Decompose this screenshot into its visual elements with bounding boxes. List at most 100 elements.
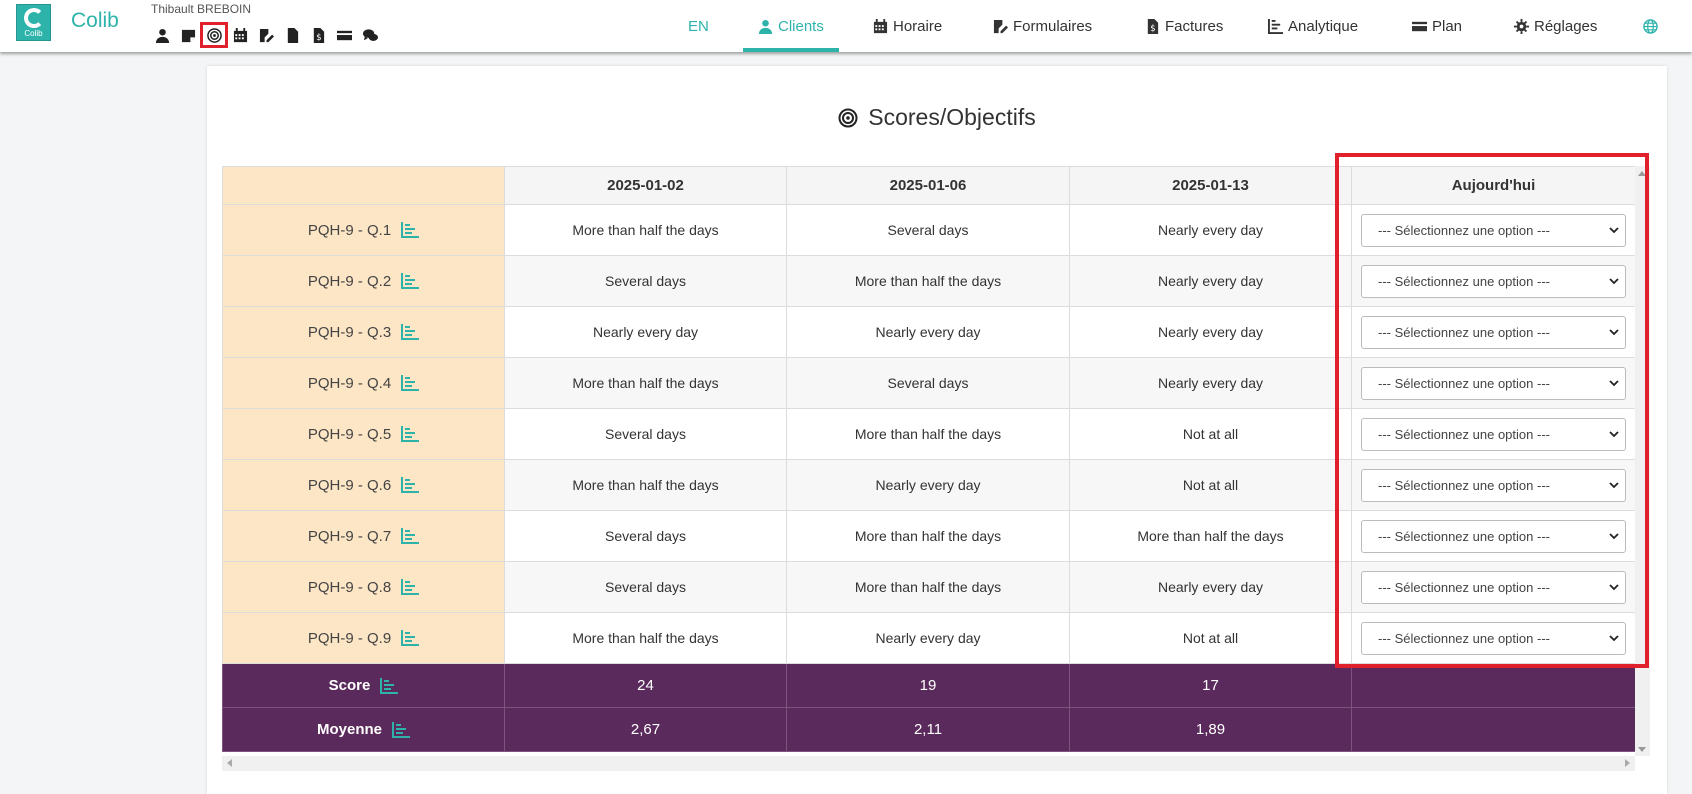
summary-row: Score 24 19 17	[222, 663, 1636, 708]
chevron-down-icon	[1609, 584, 1619, 591]
answer-select[interactable]: --- Sélectionnez une option ---	[1361, 468, 1626, 502]
column-header: 2025-01-06	[786, 166, 1070, 205]
chat-icon[interactable]	[357, 25, 383, 45]
answer-cell: Nearly every day	[1069, 561, 1352, 613]
today-cell: --- Sélectionnez une option ---	[1351, 612, 1636, 664]
chevron-down-icon	[1609, 482, 1619, 489]
nav-reglages-label: Réglages	[1534, 17, 1598, 35]
chart-icon[interactable]	[401, 579, 420, 595]
answer-select[interactable]: --- Sélectionnez une option ---	[1361, 519, 1626, 553]
target-icon	[838, 108, 858, 127]
user-name: Thibault BREBOIN	[151, 2, 252, 16]
answer-select[interactable]: --- Sélectionnez une option ---	[1361, 264, 1626, 298]
summary-value: 2,67	[504, 707, 787, 752]
today-cell: --- Sélectionnez une option ---	[1351, 357, 1636, 409]
top-bar: Colib Colib Thibault BREBOIN $ EN Client…	[0, 0, 1692, 52]
answer-select[interactable]: --- Sélectionnez une option ---	[1361, 315, 1626, 349]
column-header: 2025-01-02	[504, 166, 787, 205]
today-cell: --- Sélectionnez une option ---	[1351, 510, 1636, 562]
chevron-down-icon	[1609, 635, 1619, 642]
card-icon[interactable]	[331, 25, 357, 45]
client-icon-toolbar: $	[149, 22, 383, 48]
question-label: PQH-9 - Q.1	[307, 221, 392, 239]
invoice-icon[interactable]: $	[305, 25, 331, 45]
target-icon[interactable]	[200, 22, 228, 48]
answer-select[interactable]: --- Sélectionnez une option ---	[1361, 417, 1626, 451]
summary-label: Moyenne	[316, 721, 382, 738]
summary-label-cell: Moyenne	[222, 707, 505, 752]
question-label-cell: PQH-9 - Q.4	[222, 357, 505, 409]
answer-select[interactable]: --- Sélectionnez une option ---	[1361, 570, 1626, 604]
answer-cell: More than half the days	[504, 357, 787, 409]
summary-value	[1351, 707, 1636, 752]
calendar-icon[interactable]	[227, 25, 253, 45]
table-row: PQH-9 - Q.1 More than half the days Severa…	[222, 204, 1636, 256]
page-title-text: Scores/Objectifs	[868, 104, 1036, 130]
chart-icon[interactable]	[392, 721, 410, 738]
app-name[interactable]: Colib	[71, 9, 119, 32]
table-row: PQH-9 - Q.7 Several days More than half th…	[222, 510, 1636, 562]
nav-formulaires[interactable]: Formulaires	[993, 0, 1092, 52]
answer-cell: Nearly every day	[786, 459, 1070, 511]
form-edit-icon	[993, 19, 1008, 33]
chevron-down-icon	[1609, 278, 1619, 285]
answer-cell: Nearly every day	[1069, 204, 1352, 256]
nav-language[interactable]: EN	[688, 0, 709, 52]
answer-cell: Not at all	[1069, 459, 1352, 511]
summary-label: Score	[328, 677, 371, 694]
nav-factures[interactable]: $ Factures	[1145, 0, 1223, 52]
table-row: PQH-9 - Q.9 More than half the days Nearly…	[222, 612, 1636, 664]
answer-select[interactable]: --- Sélectionnez une option ---	[1361, 621, 1626, 655]
answer-cell: More than half the days	[786, 510, 1070, 562]
question-label-cell: PQH-9 - Q.3	[222, 306, 505, 358]
question-label-cell: PQH-9 - Q.8	[222, 561, 505, 613]
question-label: PQH-9 - Q.3	[307, 323, 392, 341]
select-placeholder: --- Sélectionnez une option ---	[1378, 630, 1550, 646]
invoice-icon: $	[1147, 18, 1159, 34]
nav-globe[interactable]	[1643, 0, 1658, 52]
answer-select[interactable]: --- Sélectionnez une option ---	[1361, 366, 1626, 400]
answer-cell: More than half the days	[504, 612, 787, 664]
vertical-scrollbar[interactable]	[1635, 166, 1650, 756]
select-placeholder: --- Sélectionnez une option ---	[1378, 477, 1550, 493]
scores-card: Scores/Objectifs 2025-01-02 2025-01-06 2…	[207, 66, 1667, 794]
svg-text:$: $	[1150, 23, 1155, 33]
table-row: PQH-9 - Q.6 More than half the days Nearly…	[222, 459, 1636, 511]
today-cell: --- Sélectionnez une option ---	[1351, 255, 1636, 307]
horizontal-scrollbar[interactable]	[222, 756, 1635, 771]
answer-cell: More than half the days	[1069, 510, 1352, 562]
column-header-today: Aujourd'hui	[1351, 166, 1636, 205]
nav-clients[interactable]: Clients	[743, 0, 839, 52]
nav-analytique[interactable]: Analytique	[1268, 0, 1358, 52]
chart-icon[interactable]	[401, 375, 420, 391]
colib-logo[interactable]: Colib	[16, 4, 51, 41]
chart-icon[interactable]	[401, 630, 420, 646]
chart-icon[interactable]	[401, 324, 420, 340]
summary-value: 17	[1069, 663, 1352, 708]
chart-icon[interactable]	[380, 677, 399, 694]
chart-icon[interactable]	[401, 528, 420, 544]
answer-select[interactable]: --- Sélectionnez une option ---	[1361, 213, 1626, 247]
today-cell: --- Sélectionnez une option ---	[1351, 561, 1636, 613]
nav-plan[interactable]: Plan	[1412, 0, 1462, 52]
nav-reglages[interactable]: Réglages	[1514, 0, 1597, 52]
question-label-cell: PQH-9 - Q.7	[222, 510, 505, 562]
nav-analytique-label: Analytique	[1288, 17, 1359, 35]
select-placeholder: --- Sélectionnez une option ---	[1378, 324, 1550, 340]
today-cell: --- Sélectionnez une option ---	[1351, 408, 1636, 460]
scores-table: 2025-01-02 2025-01-06 2025-01-13 Aujourd…	[222, 166, 1636, 752]
nav-horaire[interactable]: Horaire	[873, 0, 942, 52]
user-icon	[758, 19, 773, 34]
note-icon[interactable]	[175, 25, 201, 45]
chart-icon[interactable]	[401, 273, 420, 289]
user-icon[interactable]	[149, 25, 175, 45]
today-cell: --- Sélectionnez une option ---	[1351, 204, 1636, 256]
summary-value: 1,89	[1069, 707, 1352, 752]
chart-icon[interactable]	[401, 426, 420, 442]
form-edit-icon[interactable]	[253, 25, 279, 45]
file-icon[interactable]	[279, 25, 305, 45]
chart-icon[interactable]	[401, 477, 420, 493]
summary-value	[1351, 663, 1636, 708]
chart-icon[interactable]	[401, 222, 420, 238]
nav-language-label: EN	[688, 17, 709, 35]
